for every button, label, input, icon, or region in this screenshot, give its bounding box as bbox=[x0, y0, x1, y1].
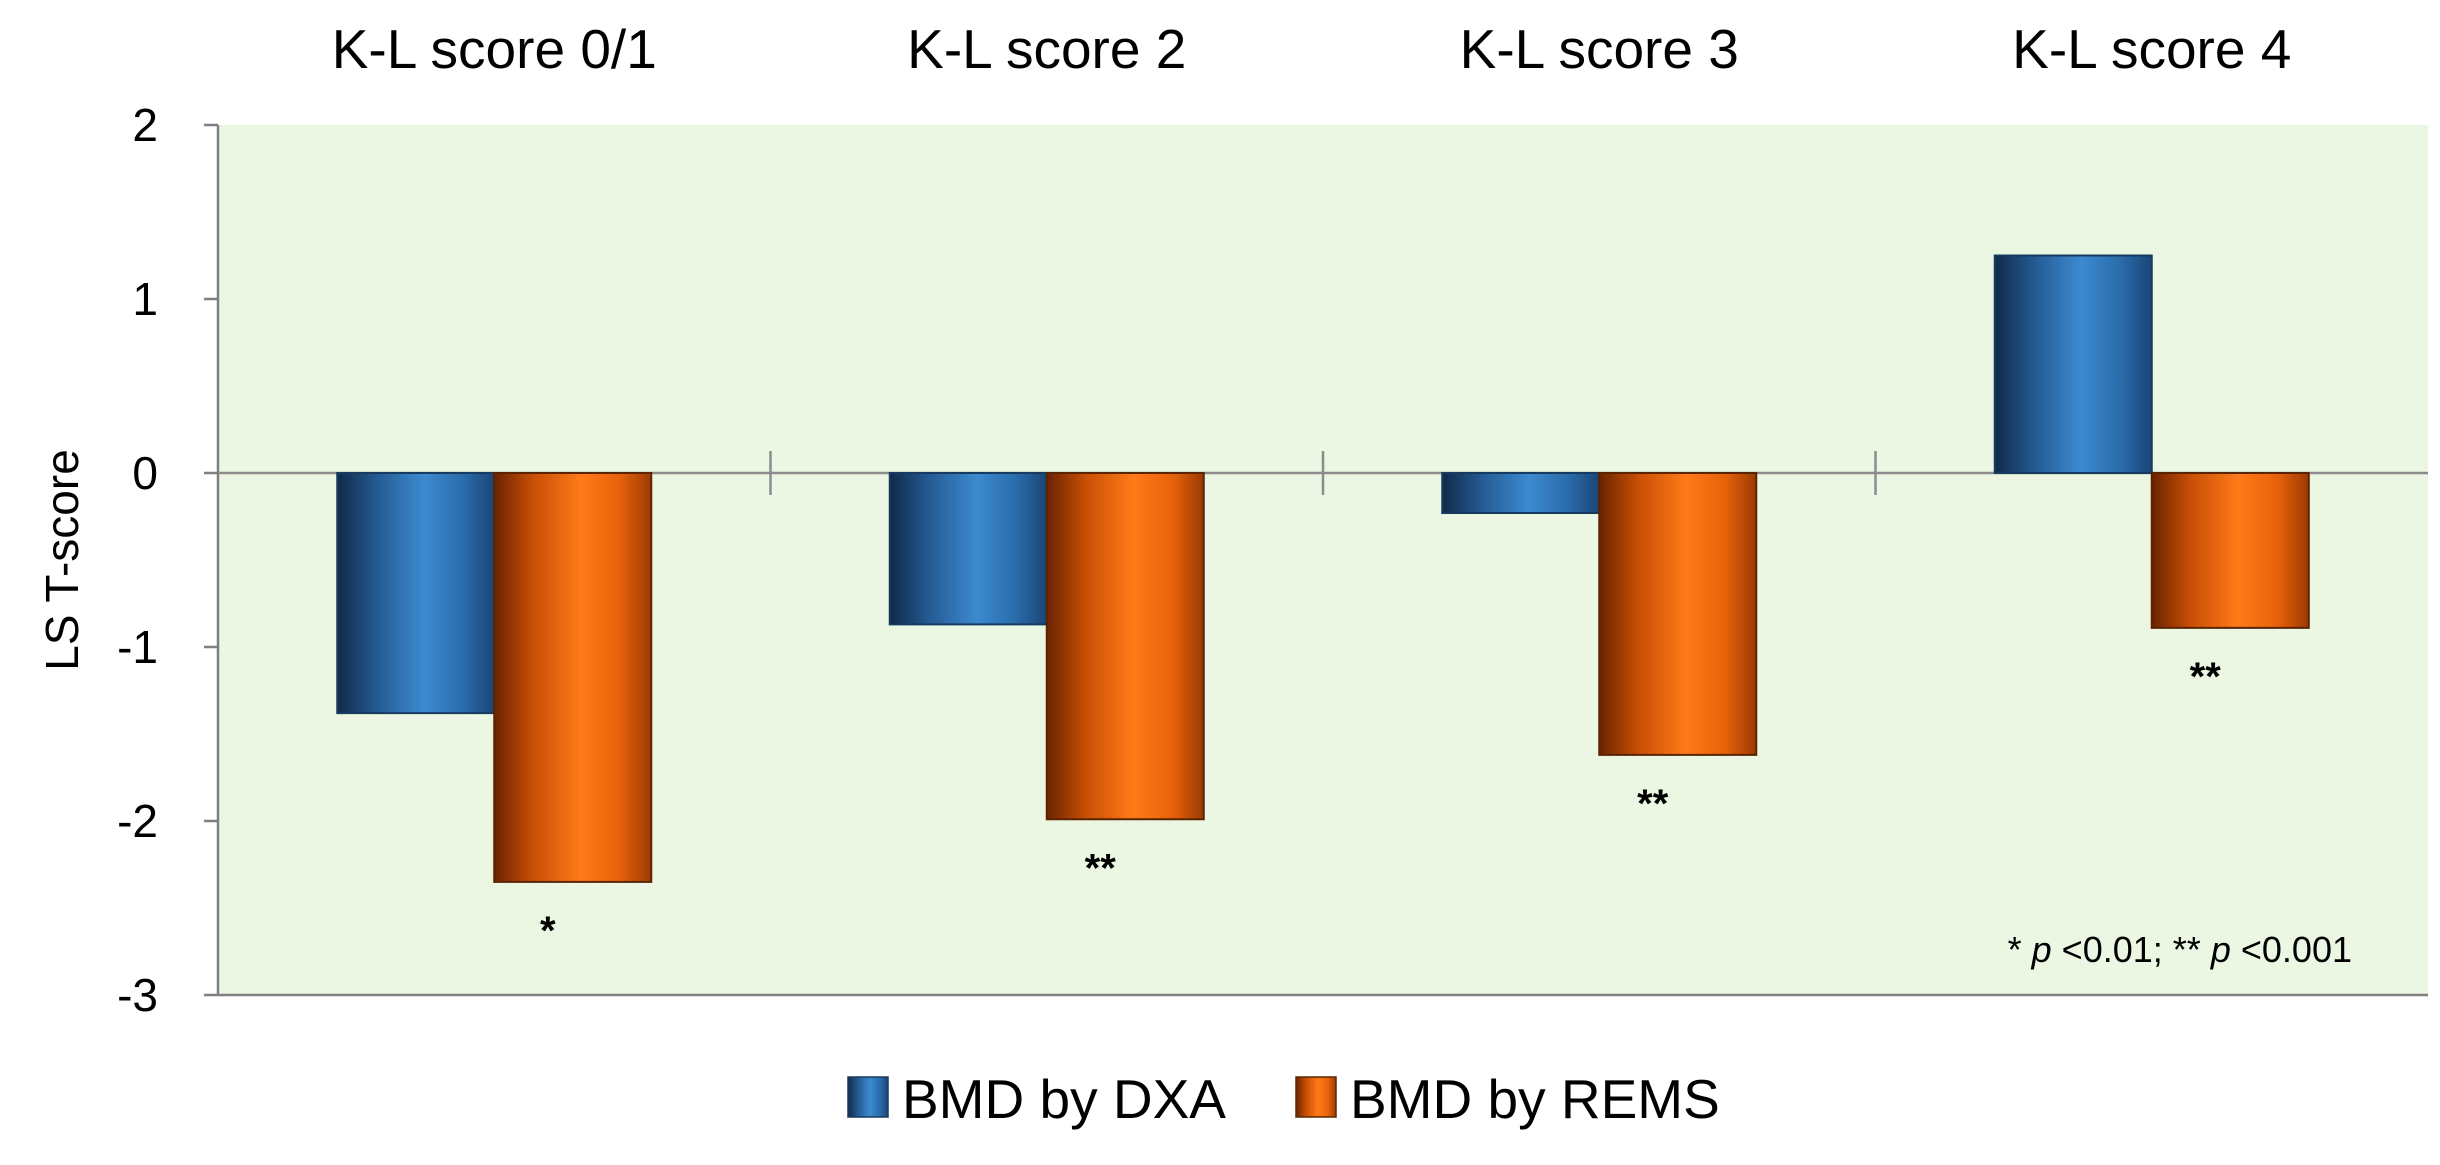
bar-rems bbox=[1598, 472, 1758, 756]
significance-marker: * bbox=[540, 909, 556, 953]
y-tick-label: -2 bbox=[117, 795, 158, 847]
significance-marker: ** bbox=[1637, 782, 1669, 826]
bar-dxa bbox=[1441, 472, 1601, 515]
note-star1: * bbox=[2008, 929, 2022, 970]
bar-rems bbox=[1045, 472, 1205, 821]
legend: BMD by DXA BMD by REMS bbox=[847, 1068, 1720, 1130]
y-tick-label: 0 bbox=[132, 447, 158, 499]
category-label: K-L score 0/1 bbox=[332, 18, 657, 80]
significance-note: * p <0.01; ** p <0.001 bbox=[2008, 929, 2352, 970]
significance-marker: ** bbox=[2190, 655, 2222, 699]
note-thr1: <0.01; bbox=[2062, 929, 2163, 970]
y-axis-title: LS T-score bbox=[36, 449, 88, 671]
category-label: K-L score 3 bbox=[1460, 18, 1739, 80]
category-label: K-L score 4 bbox=[2012, 18, 2291, 80]
significance-marker: ** bbox=[1085, 846, 1117, 890]
note-p2: p bbox=[2210, 929, 2231, 970]
y-tick-label: -1 bbox=[117, 621, 158, 673]
category-label: K-L score 2 bbox=[907, 18, 1186, 80]
bar-dxa bbox=[336, 472, 496, 715]
note-star2: ** bbox=[2173, 929, 2201, 970]
y-tick-label: -3 bbox=[117, 969, 158, 1021]
note-p1: p bbox=[2031, 929, 2052, 970]
bar-dxa bbox=[888, 472, 1048, 626]
legend-swatch-rems bbox=[1295, 1076, 1337, 1118]
bar-rems bbox=[2150, 472, 2310, 629]
note-thr2: <0.001 bbox=[2241, 929, 2352, 970]
bar-rems bbox=[493, 472, 653, 883]
legend-swatch-dxa bbox=[847, 1076, 889, 1118]
legend-label-dxa: BMD by DXA bbox=[902, 1068, 1226, 1130]
y-tick-label: 2 bbox=[132, 99, 158, 151]
legend-label-rems: BMD by REMS bbox=[1350, 1068, 1720, 1130]
y-tick-label: 1 bbox=[132, 273, 158, 325]
bar-dxa bbox=[1993, 254, 2153, 474]
